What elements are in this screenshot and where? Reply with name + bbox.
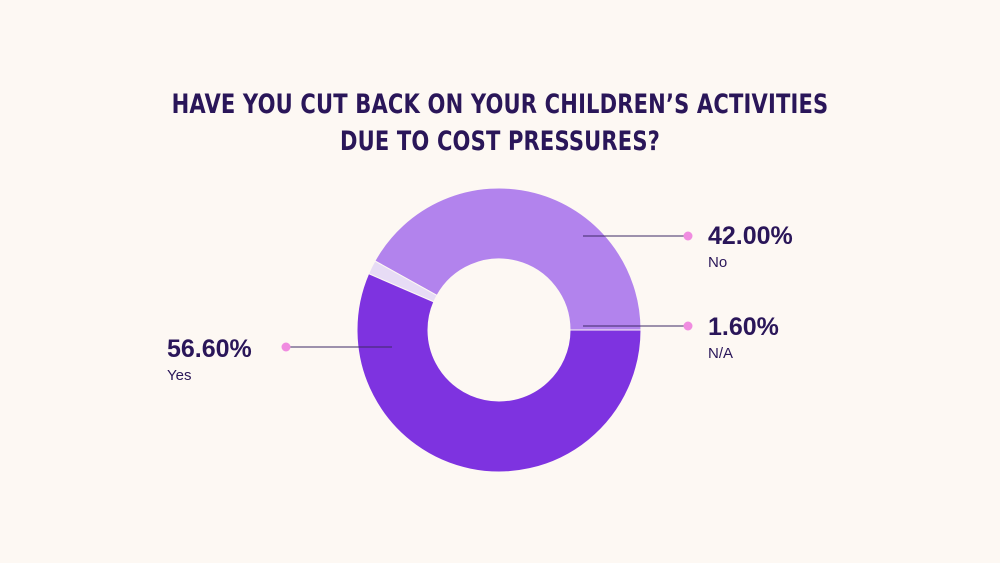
chart-title-line-1: HAVE YOU CUT BACK ON YOUR CHILDREN’S ACT… bbox=[171, 89, 829, 120]
chart-title: HAVE YOU CUT BACK ON YOUR CHILDREN’S ACT… bbox=[110, 86, 890, 160]
chart-title-line-2: DUE TO COST PRESSURES? bbox=[339, 126, 661, 157]
slice-no bbox=[374, 187, 642, 331]
value-label-n-a: 1.60% bbox=[708, 313, 779, 341]
donut-slices bbox=[356, 187, 642, 473]
donut-labels: 42.00% No 1.60% N/A 56.60% Yes bbox=[167, 222, 793, 384]
value-label-yes: 56.60% bbox=[167, 335, 252, 363]
category-label-n-a: N/A bbox=[708, 345, 733, 362]
category-label-yes: Yes bbox=[167, 367, 191, 384]
leader-dot-no bbox=[683, 231, 693, 241]
category-label-no: No bbox=[708, 254, 727, 271]
slice-n-a bbox=[367, 260, 438, 303]
value-label-no: 42.00% bbox=[708, 222, 793, 250]
slice-yes bbox=[356, 273, 642, 473]
leader-dot-yes bbox=[281, 342, 291, 352]
leader-dot-n-a bbox=[683, 321, 693, 331]
